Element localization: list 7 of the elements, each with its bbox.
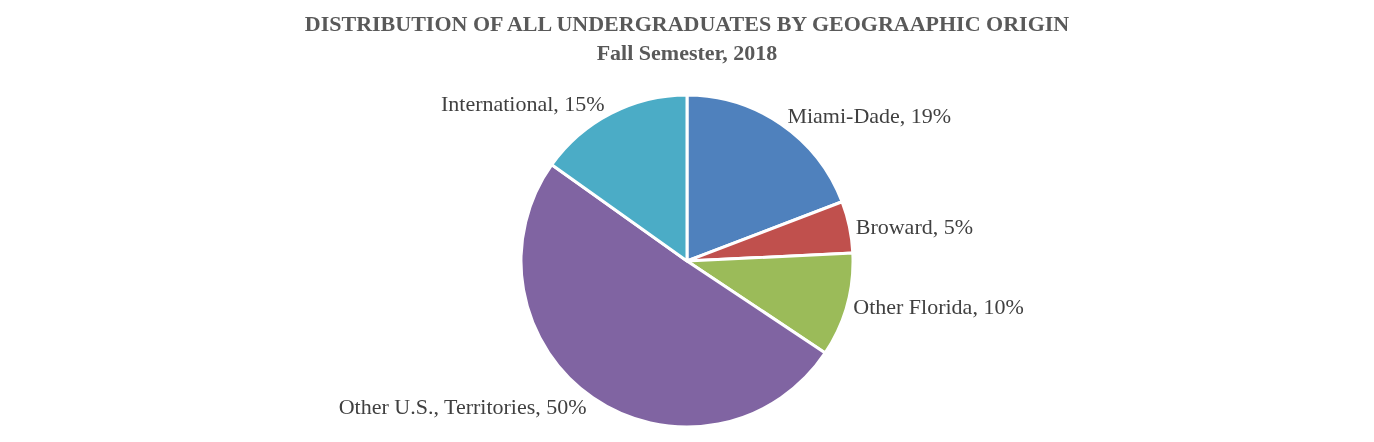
slice-label: International, 15% xyxy=(440,91,605,117)
chart-title: DISTRIBUTION OF ALL UNDERGRADUATES BY GEOGRAAPHIC ORIGIN xyxy=(304,10,1070,36)
chart-subtitle: Fall Semester, 2018 xyxy=(596,39,778,65)
slice-label: Broward, 5% xyxy=(855,213,974,239)
slice-label: Other Florida, 10% xyxy=(853,293,1024,319)
slice-label: Miami-Dade, 19% xyxy=(787,103,952,129)
slice-label: Other U.S., Territories, 50% xyxy=(338,393,587,419)
